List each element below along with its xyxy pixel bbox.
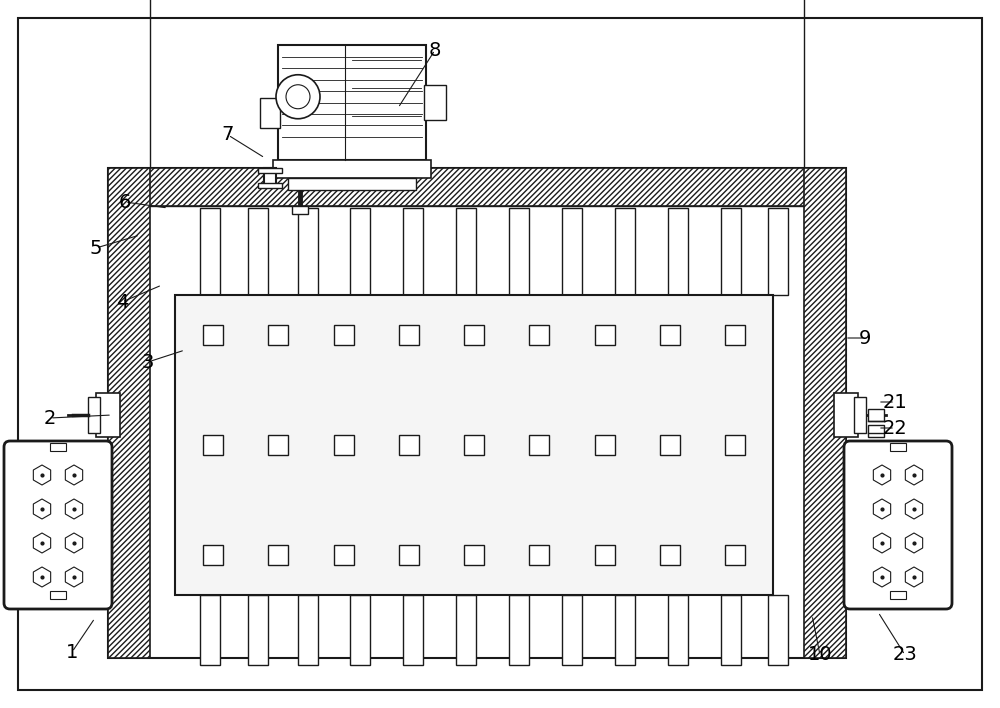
Bar bbox=[403, 208, 423, 295]
Text: 2: 2 bbox=[44, 409, 56, 428]
Bar bbox=[298, 595, 318, 665]
Text: 9: 9 bbox=[859, 329, 871, 348]
Bar bbox=[615, 208, 635, 295]
Bar bbox=[50, 591, 66, 599]
Text: 3: 3 bbox=[142, 353, 154, 372]
Bar bbox=[258, 168, 282, 173]
Bar bbox=[200, 595, 220, 665]
Text: 7: 7 bbox=[222, 125, 234, 144]
Bar bbox=[203, 545, 223, 565]
Bar bbox=[278, 45, 426, 160]
Bar bbox=[292, 206, 308, 214]
Bar bbox=[721, 208, 741, 295]
Text: 4: 4 bbox=[116, 292, 128, 312]
Text: 1: 1 bbox=[66, 642, 78, 661]
Bar bbox=[399, 325, 419, 345]
Bar bbox=[248, 208, 268, 295]
Bar bbox=[88, 397, 100, 433]
Bar bbox=[288, 178, 416, 190]
Bar bbox=[594, 325, 614, 345]
Bar bbox=[108, 168, 846, 658]
Bar bbox=[200, 208, 220, 295]
Bar bbox=[890, 591, 906, 599]
Circle shape bbox=[276, 75, 320, 119]
Bar bbox=[203, 435, 223, 455]
Bar bbox=[868, 409, 884, 421]
Bar bbox=[768, 595, 788, 665]
Bar bbox=[403, 595, 423, 665]
Bar bbox=[298, 208, 318, 295]
Bar bbox=[464, 325, 484, 345]
Bar bbox=[868, 425, 884, 437]
Bar bbox=[264, 168, 276, 186]
Bar bbox=[725, 325, 745, 345]
Text: 8: 8 bbox=[429, 40, 441, 59]
FancyBboxPatch shape bbox=[844, 441, 952, 609]
Bar bbox=[464, 545, 484, 565]
Bar bbox=[834, 393, 858, 437]
Bar bbox=[108, 168, 150, 658]
Bar bbox=[350, 595, 370, 665]
Bar bbox=[464, 435, 484, 455]
Bar bbox=[350, 208, 370, 295]
Text: 5: 5 bbox=[90, 239, 102, 258]
Bar bbox=[668, 595, 688, 665]
Bar bbox=[175, 295, 773, 595]
Circle shape bbox=[286, 85, 310, 109]
Bar bbox=[399, 435, 419, 455]
Bar bbox=[268, 545, 288, 565]
Bar bbox=[108, 168, 846, 206]
FancyBboxPatch shape bbox=[4, 441, 112, 609]
Bar bbox=[854, 397, 866, 433]
Bar bbox=[96, 393, 120, 437]
Bar bbox=[509, 208, 529, 295]
Bar bbox=[615, 595, 635, 665]
Bar bbox=[768, 208, 788, 295]
Bar bbox=[150, 0, 804, 206]
Bar bbox=[660, 545, 680, 565]
Bar bbox=[721, 595, 741, 665]
Bar bbox=[268, 435, 288, 455]
Bar bbox=[334, 545, 354, 565]
Bar bbox=[562, 208, 582, 295]
Bar bbox=[456, 208, 476, 295]
Bar bbox=[804, 168, 846, 658]
Text: 10: 10 bbox=[808, 646, 832, 665]
Bar bbox=[529, 545, 549, 565]
Bar bbox=[594, 545, 614, 565]
Bar bbox=[260, 98, 280, 128]
Bar bbox=[203, 325, 223, 345]
Bar bbox=[424, 85, 446, 120]
Bar bbox=[268, 325, 288, 345]
Text: 23: 23 bbox=[893, 646, 917, 665]
Bar bbox=[660, 325, 680, 345]
Bar bbox=[509, 595, 529, 665]
Text: 6: 6 bbox=[119, 193, 131, 212]
Bar bbox=[594, 435, 614, 455]
Bar bbox=[529, 435, 549, 455]
Bar bbox=[529, 325, 549, 345]
Text: 22: 22 bbox=[883, 418, 907, 438]
Bar bbox=[399, 545, 419, 565]
Bar bbox=[273, 160, 431, 178]
Bar bbox=[334, 325, 354, 345]
Bar bbox=[562, 595, 582, 665]
Bar bbox=[890, 443, 906, 451]
Bar bbox=[668, 208, 688, 295]
Bar bbox=[725, 435, 745, 455]
Bar bbox=[725, 545, 745, 565]
Bar bbox=[334, 435, 354, 455]
Bar bbox=[50, 443, 66, 451]
Bar bbox=[248, 595, 268, 665]
Text: 21: 21 bbox=[883, 392, 907, 411]
Bar bbox=[258, 183, 282, 188]
Bar bbox=[456, 595, 476, 665]
Bar bbox=[660, 435, 680, 455]
